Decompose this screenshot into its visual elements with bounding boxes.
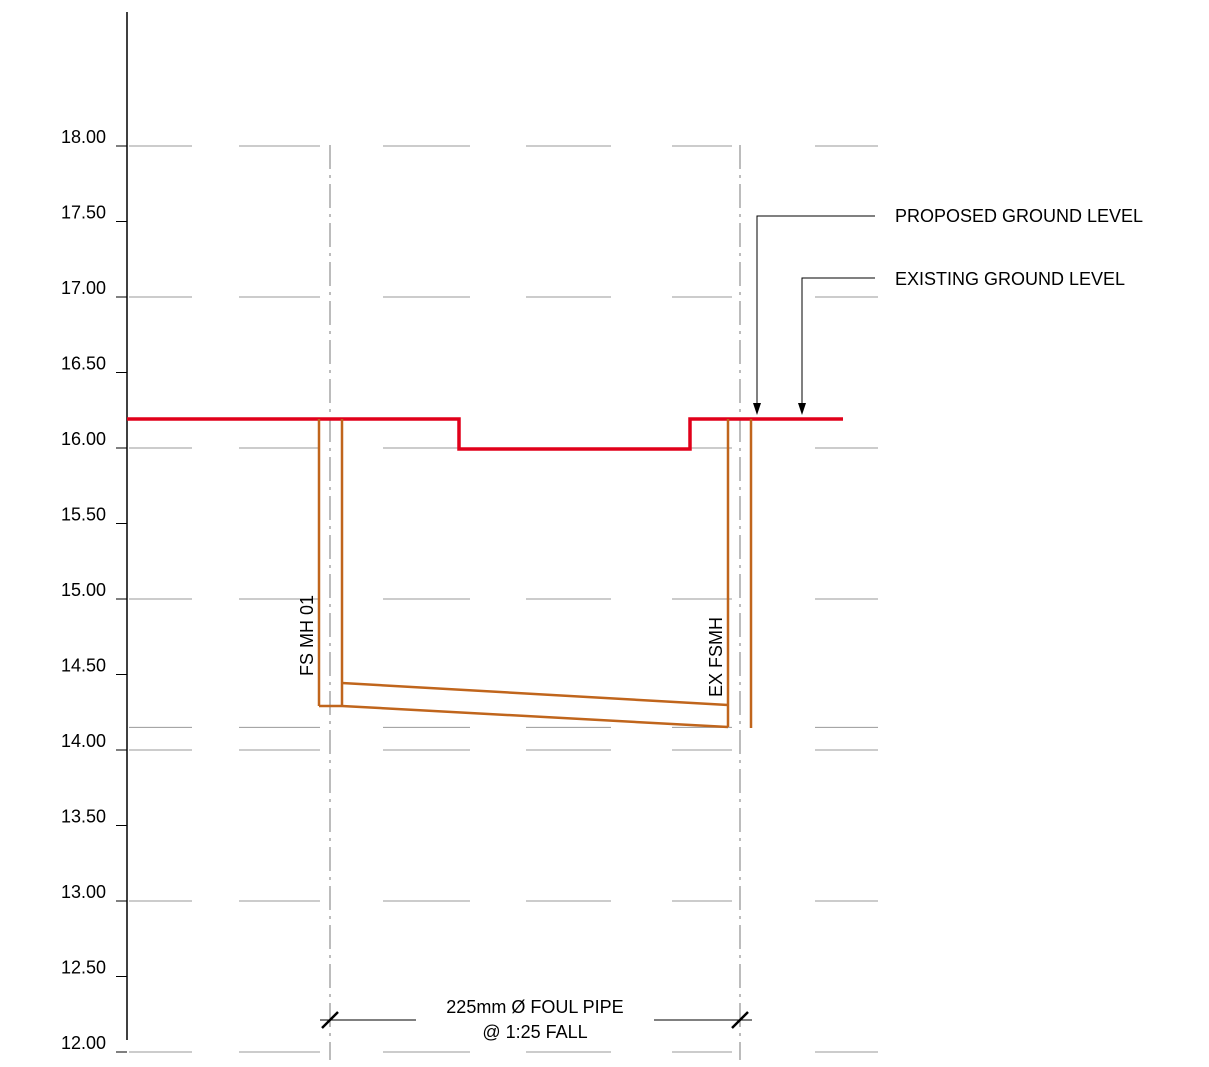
level-tick-label: 17.50 (61, 203, 106, 223)
ground-level-profile (127, 417, 843, 451)
pipe-note-line2: @ 1:25 FALL (482, 1022, 587, 1042)
pipe-invert (341, 704, 729, 729)
level-gridlines (129, 145, 878, 1053)
level-tick-label: 16.00 (61, 429, 106, 449)
level-tick-label: 14.50 (61, 656, 106, 676)
proposed-level-leader (756, 215, 875, 412)
existing-ground-level-label: EXISTING GROUND LEVEL (895, 269, 1125, 289)
level-tick-label: 15.00 (61, 580, 106, 600)
level-tick-label: 18.00 (61, 127, 106, 147)
level-tick-labels: 18.00 17.50 17.00 16.50 16.00 15.50 15.00 14.50… (61, 127, 106, 1053)
level-tick-label: 13.50 (61, 807, 106, 827)
manhole-right-label: EX FSMH (706, 617, 726, 697)
proposed-ground-level-label: PROPOSED GROUND LEVEL (895, 206, 1143, 226)
proposed-level-arrowhead (753, 403, 761, 415)
existing-level-arrowhead (798, 403, 806, 415)
pipe-note-line1: 225mm Ø FOUL PIPE (446, 997, 623, 1017)
level-ticks (116, 145, 127, 1053)
dimension-tick-right (731, 1011, 749, 1029)
level-tick-label: 16.50 (61, 354, 106, 374)
level-tick-label: 15.50 (61, 505, 106, 525)
level-tick-label: 12.00 (61, 1033, 106, 1053)
level-tick-label: 14.00 (61, 731, 106, 751)
manhole-left-label: FS MH 01 (297, 595, 317, 676)
dimension-tick-left (321, 1011, 339, 1029)
existing-level-leader (801, 277, 875, 412)
level-tick-label: 17.00 (61, 278, 106, 298)
level-tick-label: 13.00 (61, 882, 106, 902)
level-tick-label: 12.50 (61, 958, 106, 978)
pipe-crown (341, 681, 729, 707)
